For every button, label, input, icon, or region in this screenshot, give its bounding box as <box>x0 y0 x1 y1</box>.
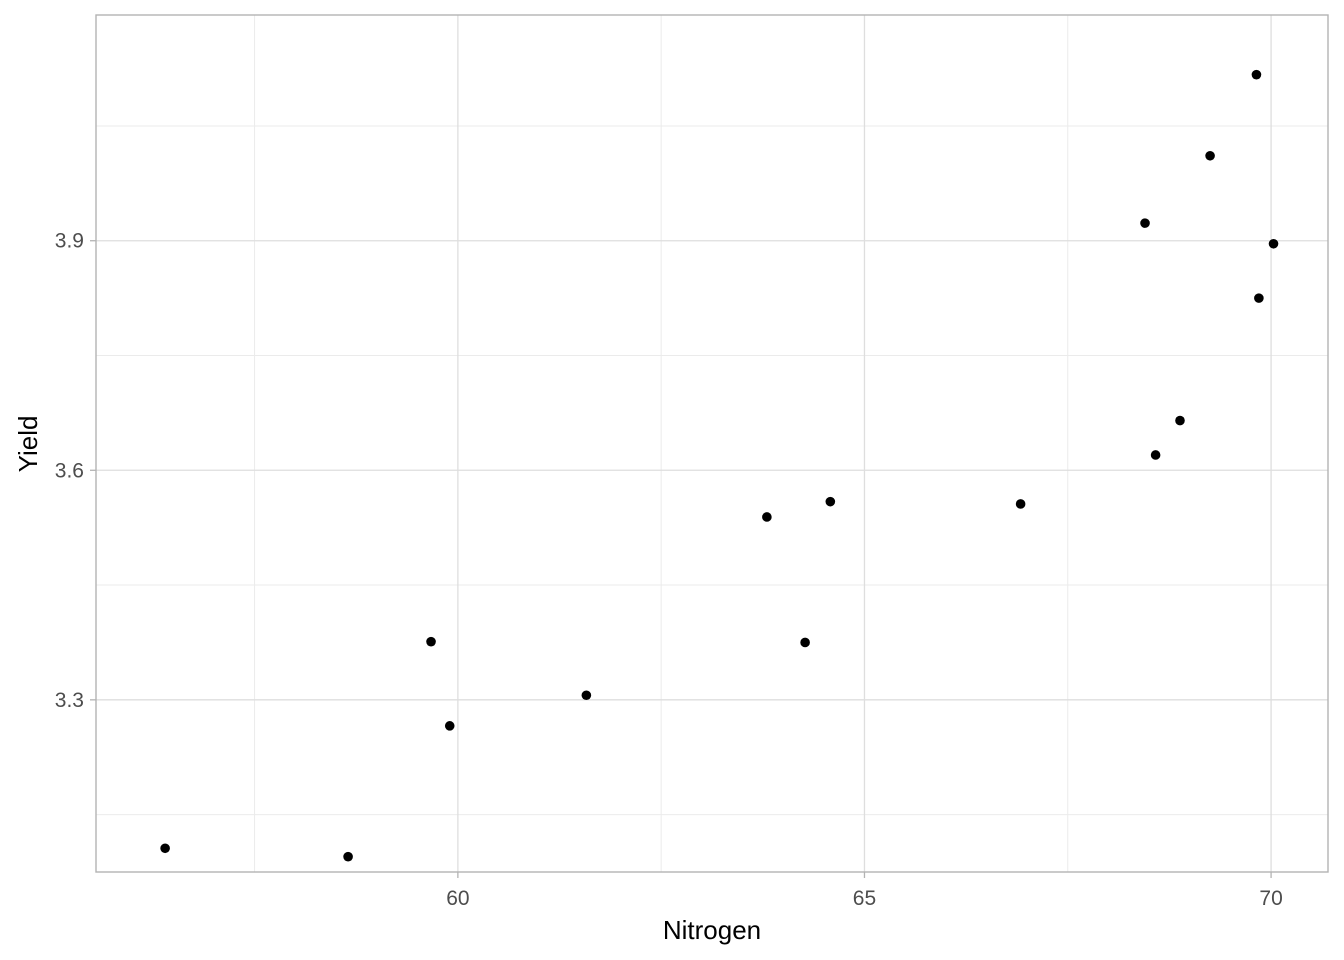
data-point <box>800 637 810 648</box>
plot-panel <box>96 15 1328 872</box>
data-point <box>1175 415 1185 426</box>
x-tick-label: 65 <box>853 887 876 910</box>
data-point <box>444 721 455 731</box>
data-point <box>1268 238 1279 249</box>
data-point <box>1251 69 1262 80</box>
data-point <box>1140 218 1150 228</box>
y-tick-label: 3.9 <box>55 230 84 253</box>
data-point <box>762 512 772 522</box>
y-tick-label: 3.6 <box>55 459 84 482</box>
x-tick-label: 70 <box>1259 887 1282 910</box>
data-point <box>1205 150 1215 161</box>
y-axis-title: Yield <box>13 416 43 473</box>
x-axis-title: Nitrogen <box>663 915 761 945</box>
major-gridlines <box>96 15 1328 872</box>
y-tick-label: 3.3 <box>55 689 84 712</box>
data-point <box>581 690 592 701</box>
data-point <box>825 496 836 507</box>
data-point <box>1254 293 1264 303</box>
plot-border <box>95 14 1329 873</box>
data-point <box>1015 499 1026 509</box>
data-point <box>1150 450 1161 460</box>
data-point <box>343 851 353 862</box>
data-point <box>160 843 170 854</box>
x-axis-ticks: 60 65 70 <box>446 872 1283 910</box>
data-point <box>426 636 436 647</box>
y-axis-ticks: 3.3 3.6 3.9 <box>55 230 96 712</box>
x-tick-label: 60 <box>446 887 469 910</box>
data-points <box>160 69 1279 862</box>
minor-gridlines <box>96 15 1328 872</box>
